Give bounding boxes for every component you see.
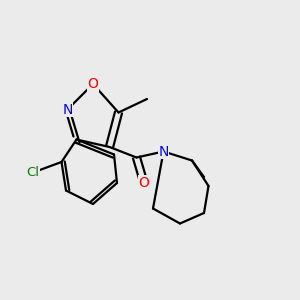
Text: O: O xyxy=(88,77,98,91)
Text: O: O xyxy=(139,176,149,190)
Text: N: N xyxy=(62,103,73,116)
Text: Cl: Cl xyxy=(26,166,40,179)
Text: N: N xyxy=(158,145,169,158)
